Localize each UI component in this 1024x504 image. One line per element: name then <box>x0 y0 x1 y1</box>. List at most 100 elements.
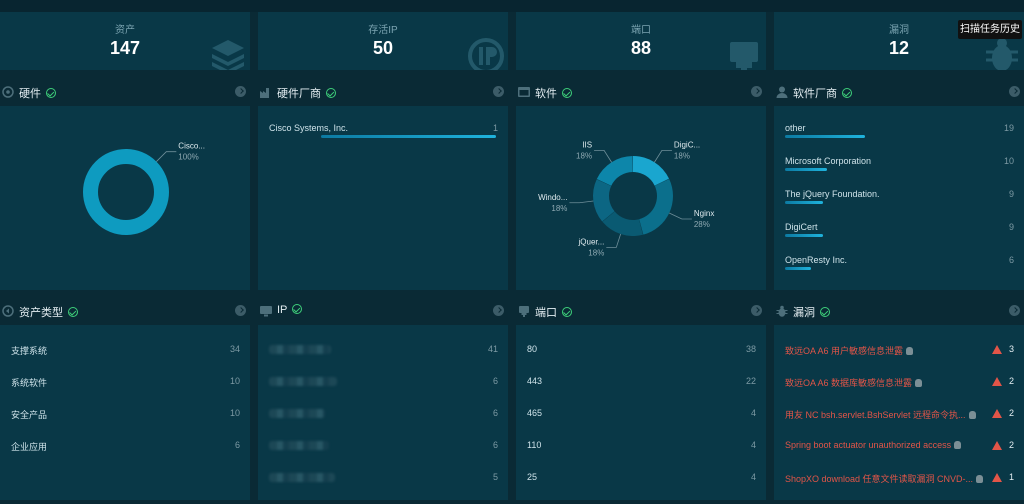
item-label: OpenResty Inc. <box>785 255 848 265</box>
panel-header-software-vendor: 软件厂商 <box>774 80 1024 104</box>
slice-percent: 18% <box>551 204 567 213</box>
list-item[interactable]: 25 4 <box>527 472 756 490</box>
arrow-right-icon[interactable] <box>493 86 504 97</box>
scan-history-tooltip[interactable]: 扫描任务历史 <box>958 20 1022 39</box>
item-count: 2 <box>1008 376 1014 386</box>
donut-slice[interactable] <box>639 178 673 235</box>
list-item[interactable]: 致远OA A6 用户敏感信息泄露 3 <box>785 344 1014 356</box>
list-item[interactable]: ShopXO download 任意文件读取漏洞 CNVD-... 1 <box>785 472 1014 484</box>
list-item[interactable]: 443 22 <box>527 376 756 394</box>
vuln-link[interactable]: Spring boot actuator unauthorized access <box>785 440 952 450</box>
item-count: 22 <box>745 376 756 386</box>
list-item[interactable]: 用友 NC bsh.servlet.BshServlet 远程命令执... 2 <box>785 408 1014 420</box>
panel-title: 硬件厂商 <box>277 88 321 100</box>
list-item[interactable]: Spring boot actuator unauthorized access… <box>785 440 1014 452</box>
panel-title: 软件 <box>535 88 557 100</box>
arrow-right-icon[interactable] <box>235 86 246 97</box>
stat-label: 端口 <box>631 25 651 36</box>
list-item[interactable]: 6 <box>269 376 498 394</box>
list-item[interactable]: 41 <box>269 344 498 362</box>
item-label: 系统软件 <box>11 378 48 388</box>
item-label: 支撑系统 <box>11 346 48 356</box>
slice-label: Windo... <box>538 193 567 202</box>
donut-slice[interactable] <box>593 179 615 222</box>
donut-slice[interactable] <box>633 156 670 186</box>
warning-icon <box>992 473 1002 482</box>
item-label: The jQuery Foundation. <box>785 189 880 199</box>
port-panel: 80 38 443 22 465 4 110 4 25 4 <box>516 325 766 500</box>
item-label: Cisco Systems, Inc. <box>269 123 349 133</box>
bug-icon <box>954 441 962 449</box>
list-item[interactable]: 6 <box>269 440 498 458</box>
item-count: 6 <box>492 376 498 386</box>
panel-title: 漏洞 <box>793 307 815 319</box>
list-item[interactable]: 支撑系统 34 <box>11 344 240 362</box>
item-count: 4 <box>750 472 756 482</box>
slice-percent: 100% <box>178 153 198 162</box>
top-strip <box>0 0 1024 12</box>
item-count: 2 <box>1008 408 1014 418</box>
arrow-right-icon[interactable] <box>751 305 762 316</box>
item-label: Microsoft Corporation <box>785 156 872 166</box>
list-item[interactable]: Cisco Systems, Inc. 1 <box>269 123 498 141</box>
list-item[interactable]: DigiCert 9 <box>785 222 1014 240</box>
list-item[interactable]: OpenResty Inc. 6 <box>785 255 1014 273</box>
panel-header-asset-type: 资产类型 <box>0 299 250 323</box>
donut-slice[interactable] <box>83 149 169 235</box>
donut-slice[interactable] <box>602 211 643 236</box>
list-item[interactable]: 80 38 <box>527 344 756 362</box>
vuln-link[interactable]: 致远OA A6 数据库敏感信息泄露 <box>785 378 913 388</box>
item-label: 443 <box>527 376 543 386</box>
vuln-link[interactable]: 用友 NC bsh.servlet.BshServlet 远程命令执... <box>785 410 966 420</box>
bug-icon <box>776 305 788 317</box>
arrow-right-icon[interactable] <box>235 305 246 316</box>
progress-bar <box>785 201 823 204</box>
vuln-link[interactable]: ShopXO download 任意文件读取漏洞 CNVD-... <box>785 474 974 484</box>
list-item[interactable]: The jQuery Foundation. 9 <box>785 189 1014 207</box>
list-item[interactable]: 致远OA A6 数据库敏感信息泄露 2 <box>785 376 1014 388</box>
panel-title: 软件厂商 <box>793 88 837 100</box>
panel-title: 端口 <box>535 307 557 319</box>
list-item[interactable]: 465 4 <box>527 408 756 426</box>
list-item[interactable]: Microsoft Corporation 10 <box>785 156 1014 174</box>
slice-percent: 28% <box>694 220 710 229</box>
arrow-right-icon[interactable] <box>751 86 762 97</box>
user-icon <box>776 86 788 98</box>
slice-label: Cisco... <box>178 142 205 151</box>
label-leader-line <box>669 212 692 220</box>
item-count: 4 <box>750 440 756 450</box>
bug-icon <box>968 411 976 419</box>
check-circle-icon <box>562 88 572 98</box>
list-item[interactable]: 5 <box>269 472 498 490</box>
port-icon <box>519 306 529 317</box>
arrow-right-icon[interactable] <box>1009 86 1020 97</box>
arrow-right-icon[interactable] <box>1009 305 1020 316</box>
item-count: 41 <box>487 344 498 354</box>
list-item[interactable]: other 19 <box>785 123 1014 141</box>
stat-card-assets[interactable]: 资产 147 <box>0 12 250 70</box>
progress-bar <box>321 135 496 138</box>
vuln-link[interactable]: 致远OA A6 用户敏感信息泄露 <box>785 346 904 356</box>
list-item[interactable]: 企业应用 6 <box>11 440 240 458</box>
panel-title: IP <box>277 304 288 316</box>
hardware-icon <box>2 86 14 98</box>
item-count: 6 <box>492 408 498 418</box>
donut-slice[interactable] <box>596 156 633 186</box>
list-item[interactable]: 系统软件 10 <box>11 376 240 394</box>
tag-icon <box>2 305 14 317</box>
port-icon <box>730 42 758 70</box>
arrow-right-icon[interactable] <box>493 305 504 316</box>
list-item[interactable]: 110 4 <box>527 440 756 458</box>
stat-label: 漏洞 <box>889 25 909 36</box>
stat-value: 12 <box>888 38 910 58</box>
stat-card-ports[interactable]: 端口 88 <box>516 12 766 70</box>
list-item[interactable]: 6 <box>269 408 498 426</box>
software-vendor-panel: other 19 Microsoft Corporation 10 The jQ… <box>774 106 1024 290</box>
label-leader-line <box>156 151 177 162</box>
list-item[interactable]: 安全产品 10 <box>11 408 240 426</box>
progress-bar <box>785 135 865 138</box>
stat-card-alive-ip[interactable]: 存活IP 50 <box>258 12 508 70</box>
item-count: 38 <box>745 344 756 354</box>
item-label: 465 <box>527 408 543 418</box>
slice-label: jQuer... <box>578 237 605 246</box>
